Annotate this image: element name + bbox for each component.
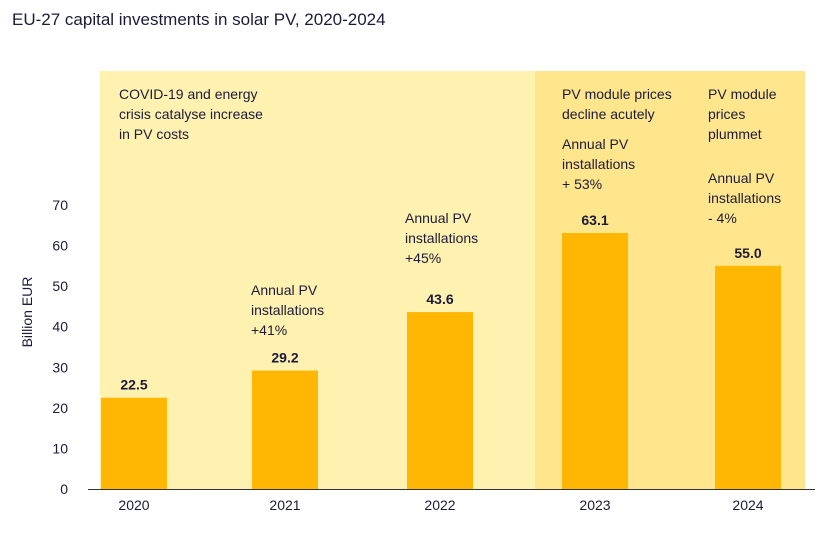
annotation-line: installations — [562, 156, 636, 172]
annotation-line: plummet — [708, 126, 762, 142]
x-tick-label: 2021 — [269, 497, 300, 513]
data-label: 29.2 — [271, 350, 298, 366]
annotation-line: in PV costs — [119, 126, 190, 142]
data-label: 22.5 — [120, 377, 147, 393]
x-tick-label: 2024 — [732, 497, 763, 513]
annotation-line: PV module prices — [562, 86, 672, 102]
annotation-2024-prices: PV module prices plummet — [708, 84, 776, 144]
x-tick-label: 2023 — [579, 497, 610, 513]
chart-title: EU-27 capital investments in solar PV, 2… — [12, 10, 386, 29]
y-tick-label: 40 — [52, 319, 68, 335]
annotation-line: COVID-19 and energy — [119, 86, 258, 102]
y-tick-label: 30 — [52, 359, 68, 375]
annotation-line: Annual PV — [251, 282, 318, 298]
annotation-line: Annual PV — [562, 136, 629, 152]
annotation-line: decline acutely — [562, 106, 655, 122]
annotation-line: installations — [251, 302, 325, 318]
bar — [407, 312, 473, 489]
annotation-2024-installations: Annual PV installations - 4% — [708, 168, 781, 228]
annotation-line: Annual PV — [708, 170, 775, 186]
data-label: 63.1 — [581, 212, 608, 228]
y-tick-label: 70 — [52, 197, 68, 213]
y-axis-label: Billion EUR — [19, 277, 35, 348]
annotation-line: Annual PV — [405, 210, 472, 226]
annotation-2021: Annual PV installations +41% — [251, 280, 324, 340]
x-tick-label: 2022 — [424, 497, 455, 513]
annotation-line: crisis catalyse increase — [119, 106, 263, 122]
bar — [101, 397, 167, 489]
annotation-2022: Annual PV installations +45% — [405, 208, 478, 268]
annotation-line: installations — [708, 190, 782, 206]
x-tick-label: 2020 — [118, 497, 149, 513]
y-tick-label: 10 — [52, 440, 68, 456]
y-tick-label: 0 — [60, 481, 68, 497]
bar — [562, 232, 628, 489]
annotation-2023-installations: Annual PV installations + 53% — [562, 134, 635, 194]
annotation-line: PV module — [708, 86, 777, 102]
data-label: 43.6 — [426, 291, 453, 307]
y-tick-label: 60 — [52, 238, 68, 254]
annotation-line: +41% — [251, 322, 288, 338]
bar — [715, 265, 781, 489]
annotation-line: installations — [405, 230, 479, 246]
y-tick-label: 20 — [52, 400, 68, 416]
annotation-line: - 4% — [708, 210, 737, 226]
annotation-line: +45% — [405, 250, 442, 266]
y-tick-label: 50 — [52, 278, 68, 294]
annotation-line: prices — [708, 106, 746, 122]
annotation-2023-prices: PV module prices decline acutely — [562, 84, 672, 124]
annotation-line: + 53% — [562, 176, 603, 192]
annotation-covid: COVID-19 and energy crisis catalyse incr… — [119, 84, 263, 144]
data-label: 55.0 — [734, 245, 761, 261]
bar — [252, 370, 318, 489]
